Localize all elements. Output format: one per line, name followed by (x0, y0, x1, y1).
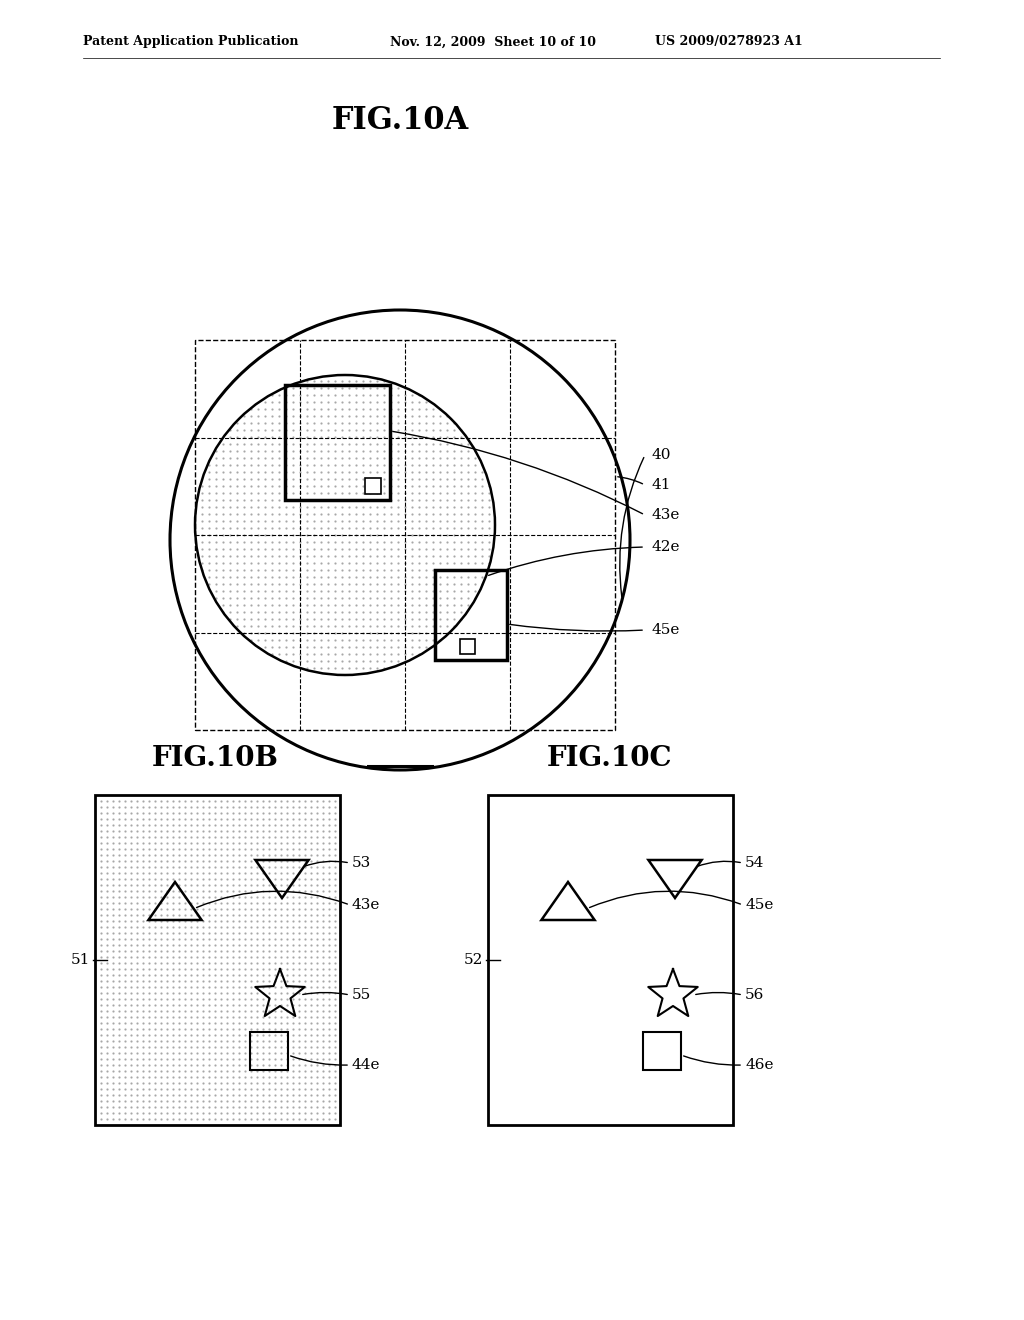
Bar (250, 1032, 288, 1071)
Text: FIG.10B: FIG.10B (152, 744, 279, 772)
Text: 42e: 42e (652, 540, 681, 554)
Text: 54: 54 (745, 855, 764, 870)
Bar (488, 795, 733, 1125)
Bar (460, 639, 475, 653)
Text: 46e: 46e (745, 1059, 773, 1072)
Text: 53: 53 (352, 855, 372, 870)
Text: 56: 56 (745, 987, 764, 1002)
Bar (643, 1032, 681, 1071)
Bar (195, 341, 615, 730)
Text: 40: 40 (652, 447, 672, 462)
Text: Patent Application Publication: Patent Application Publication (83, 36, 299, 49)
Bar (285, 385, 390, 500)
Text: 45e: 45e (745, 898, 773, 912)
Text: Nov. 12, 2009  Sheet 10 of 10: Nov. 12, 2009 Sheet 10 of 10 (390, 36, 596, 49)
Bar (435, 570, 507, 660)
Text: FIG.10A: FIG.10A (332, 106, 469, 136)
Text: 52: 52 (464, 953, 483, 968)
Text: 45e: 45e (652, 623, 680, 638)
Text: 43e: 43e (352, 898, 380, 912)
Text: 44e: 44e (352, 1059, 381, 1072)
Text: 43e: 43e (652, 508, 680, 521)
Text: US 2009/0278923 A1: US 2009/0278923 A1 (655, 36, 803, 49)
Text: 41: 41 (652, 478, 672, 492)
Bar (365, 478, 381, 494)
Bar (95, 795, 340, 1125)
Text: FIG.10C: FIG.10C (547, 744, 673, 772)
Text: 55: 55 (352, 987, 372, 1002)
Text: 51: 51 (71, 953, 90, 968)
